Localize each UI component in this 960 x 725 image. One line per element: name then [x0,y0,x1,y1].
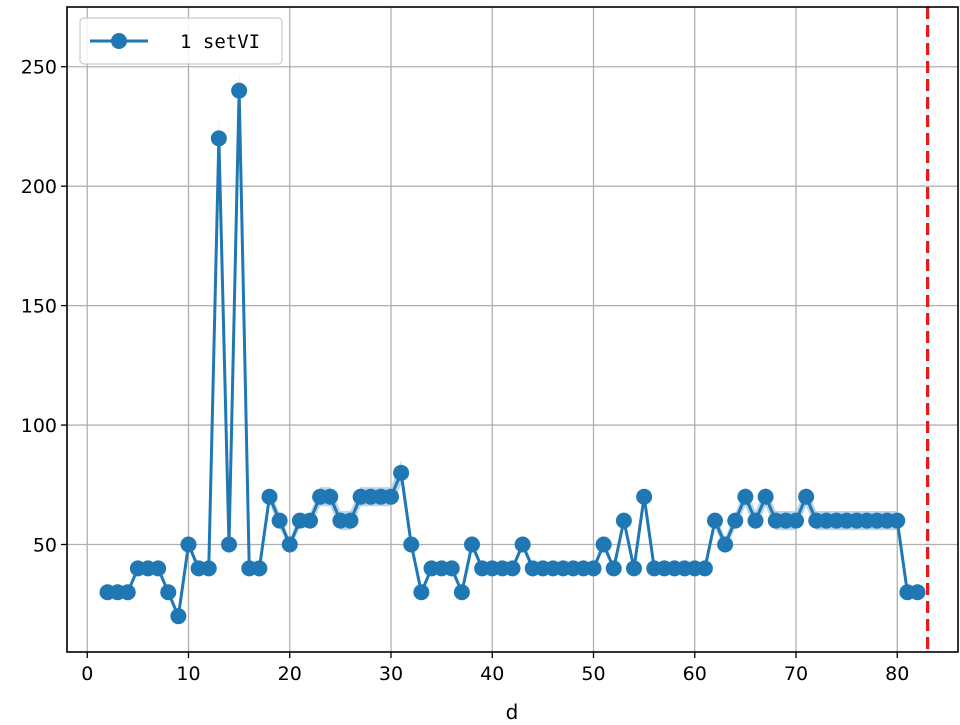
data-point [757,488,774,505]
y-tick-label: 200 [21,176,57,198]
data-point [251,560,268,577]
data-point [696,560,713,577]
data-point [585,560,602,577]
data-point [909,584,926,601]
data-point [322,488,339,505]
data-point [231,82,248,99]
data-point [271,512,288,529]
data-point [798,488,815,505]
data-point [737,488,754,505]
data-point [342,512,359,529]
data-point [747,512,764,529]
data-point [443,560,460,577]
data-point [393,464,410,481]
y-tick-label: 100 [21,415,57,437]
data-point [210,130,227,147]
x-tick-label: 70 [784,663,808,685]
data-point [717,536,734,553]
data-point [504,560,521,577]
data-point [453,584,470,601]
data-point [595,536,612,553]
y-tick-label: 250 [21,57,57,79]
plot-frame [66,6,959,653]
data-point [605,560,622,577]
x-tick-label: 50 [581,663,605,685]
y-tick-label: 150 [21,296,57,318]
data-point [788,512,804,529]
legend-series-label: 1 setVI [180,31,260,53]
x-tick-label: 80 [885,663,909,685]
data-point [200,560,217,577]
data-point [626,560,642,577]
data-point [727,512,744,529]
data-point [302,512,318,529]
x-tick-label: 30 [379,663,403,685]
data-point [413,584,430,601]
data-point [150,560,167,577]
x-tick-label: 10 [176,663,200,685]
data-point [464,536,480,553]
x-tick-label: 40 [480,663,504,685]
legend-marker-sample [111,33,127,49]
y-axis-ticks: 50 100 150 200 250 [21,57,67,557]
data-point [383,488,399,505]
data-point [514,536,531,553]
x-axis-label: d [506,700,519,724]
data-point [119,584,136,601]
x-tick-label: 20 [278,663,302,685]
x-axis-ticks: 0 10 20 30 40 50 60 70 80 [81,652,909,685]
legend: 1 setVI [79,17,283,65]
series-layer [99,82,926,625]
data-point [281,536,298,553]
data-point [403,536,420,553]
data-point [170,608,187,625]
x-tick-label: 0 [81,663,93,685]
data-point [160,584,177,601]
x-tick-label: 60 [683,663,707,685]
data-point [636,488,653,505]
legend-box [79,17,283,65]
data-point [615,512,632,529]
data-point [707,512,723,529]
data-point [221,536,237,553]
y-tick-label: 50 [33,535,57,557]
data-point [889,512,906,529]
data-point [180,536,197,553]
data-point [261,488,278,505]
